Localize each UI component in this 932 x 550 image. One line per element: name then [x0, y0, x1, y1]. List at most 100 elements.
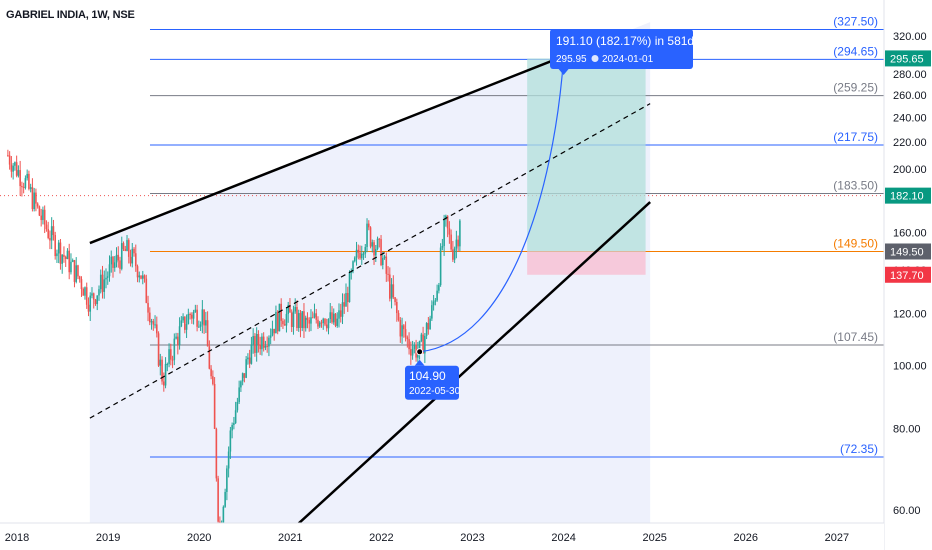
candle-body	[294, 306, 297, 312]
candle	[234, 401, 237, 425]
candle	[410, 341, 412, 365]
candle-body	[213, 383, 216, 429]
candle	[29, 183, 32, 193]
candle	[385, 252, 388, 282]
candle	[168, 343, 170, 368]
candle-body	[262, 336, 265, 348]
candle	[353, 256, 356, 263]
candle	[455, 230, 458, 259]
candle	[294, 298, 297, 314]
candle-body	[77, 265, 79, 277]
candle-body	[418, 340, 421, 352]
candle-body	[134, 253, 137, 267]
candle	[297, 309, 300, 332]
candle-body	[94, 299, 97, 305]
candle-body	[367, 223, 370, 228]
candle-body	[299, 313, 302, 328]
candle	[217, 475, 219, 527]
candle-body	[154, 324, 156, 326]
candle	[245, 356, 247, 379]
candle	[320, 319, 323, 328]
candle-body	[453, 248, 456, 260]
candle-body	[392, 284, 395, 298]
candle-body	[52, 226, 55, 236]
fib-label-5: (149.50)	[833, 236, 878, 250]
candle	[345, 283, 347, 307]
candle	[301, 311, 304, 332]
target-zone	[527, 58, 646, 252]
candle	[187, 308, 190, 325]
candle-body	[75, 265, 78, 282]
candle-body	[15, 162, 18, 176]
candle-body	[413, 344, 416, 349]
candle	[40, 208, 42, 227]
candle	[233, 416, 235, 430]
candle	[424, 333, 426, 363]
candle-body	[345, 293, 347, 307]
fib-label-7: (72.35)	[840, 442, 878, 456]
candle-body	[459, 220, 461, 247]
candle-body	[191, 314, 193, 319]
candle	[243, 373, 246, 383]
candle	[339, 303, 342, 323]
candle	[31, 178, 34, 212]
candle-body	[234, 410, 237, 423]
candle-body	[329, 312, 332, 320]
projection-label-pointer	[558, 69, 569, 75]
candle	[343, 293, 346, 314]
candle-body	[397, 313, 400, 321]
candle	[427, 316, 430, 335]
candle-body	[215, 428, 218, 479]
candle	[124, 245, 127, 252]
candle-body	[243, 373, 246, 378]
candle	[28, 170, 30, 191]
candle	[182, 313, 184, 323]
candle	[226, 465, 228, 501]
candle	[325, 318, 328, 332]
candle	[322, 317, 325, 330]
candle	[38, 205, 41, 217]
candle-body	[322, 318, 325, 323]
candle	[84, 286, 86, 300]
candle	[36, 202, 39, 209]
candle	[331, 306, 333, 324]
candle-body	[33, 192, 35, 210]
candle	[73, 259, 76, 288]
candle-body	[434, 300, 437, 302]
candle-body	[287, 304, 289, 314]
candle	[285, 307, 288, 333]
y-tick-10: 260.00	[893, 90, 927, 102]
x-tick-0: 2018	[5, 532, 29, 544]
candles	[7, 149, 461, 538]
candle-body	[352, 261, 354, 272]
candle	[227, 446, 230, 478]
candle	[306, 312, 309, 329]
clock-icon	[591, 55, 599, 62]
candle-body	[192, 311, 195, 319]
candle-body	[324, 318, 326, 325]
candle	[206, 311, 209, 347]
candle-body	[226, 468, 228, 492]
candle-body	[420, 334, 423, 341]
candle	[212, 370, 214, 386]
candle	[85, 282, 88, 309]
candle-body	[332, 313, 335, 323]
candle	[147, 295, 149, 322]
candle-body	[241, 373, 244, 382]
candle-body	[113, 262, 116, 268]
candle-body	[56, 253, 58, 257]
candle	[177, 332, 179, 355]
candle-body	[341, 302, 344, 317]
candle-body	[387, 273, 389, 275]
fib-label-0: (327.50)	[833, 14, 878, 28]
candle-body	[87, 304, 90, 312]
candle	[91, 287, 93, 299]
candle-body	[47, 229, 49, 238]
candle	[282, 318, 284, 329]
candle	[362, 251, 365, 260]
background-layer	[89, 22, 651, 524]
candle	[10, 156, 13, 178]
candle-body	[261, 336, 263, 350]
candle	[117, 246, 120, 268]
